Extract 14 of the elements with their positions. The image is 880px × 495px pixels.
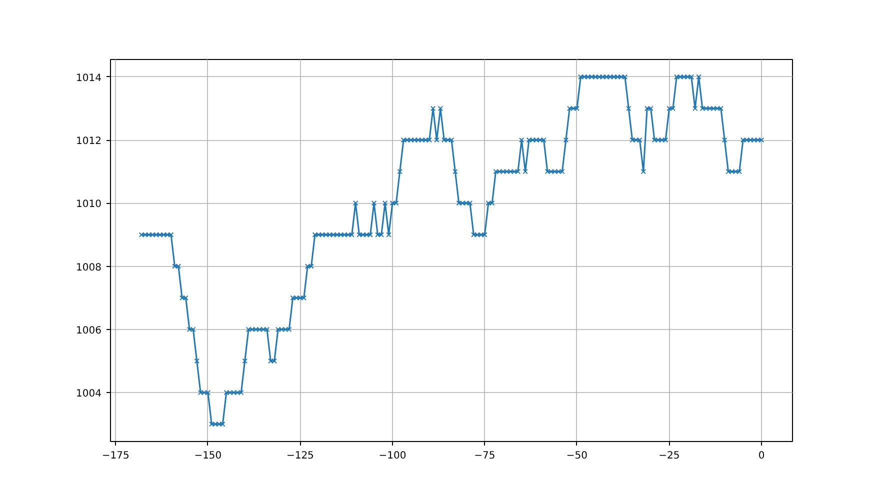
x-tick-label: −150 bbox=[194, 450, 222, 462]
x-tick-label: −175 bbox=[102, 450, 130, 462]
y-tick-label: 1010 bbox=[76, 199, 102, 210]
x-tick-label: −125 bbox=[286, 450, 314, 462]
x-tick-label: −100 bbox=[378, 450, 406, 462]
x-tick-label: −50 bbox=[566, 450, 588, 462]
y-tick-label: 1008 bbox=[76, 262, 102, 274]
x-tick-label: −75 bbox=[474, 450, 496, 462]
y-tick-label: 1012 bbox=[76, 136, 102, 148]
x-tick-label: −25 bbox=[658, 450, 680, 462]
y-tick-label: 1014 bbox=[76, 72, 102, 84]
y-tick-label: 1004 bbox=[76, 388, 102, 400]
x-tick-label: 0 bbox=[758, 450, 765, 462]
y-tick-label: 1006 bbox=[76, 325, 102, 336]
